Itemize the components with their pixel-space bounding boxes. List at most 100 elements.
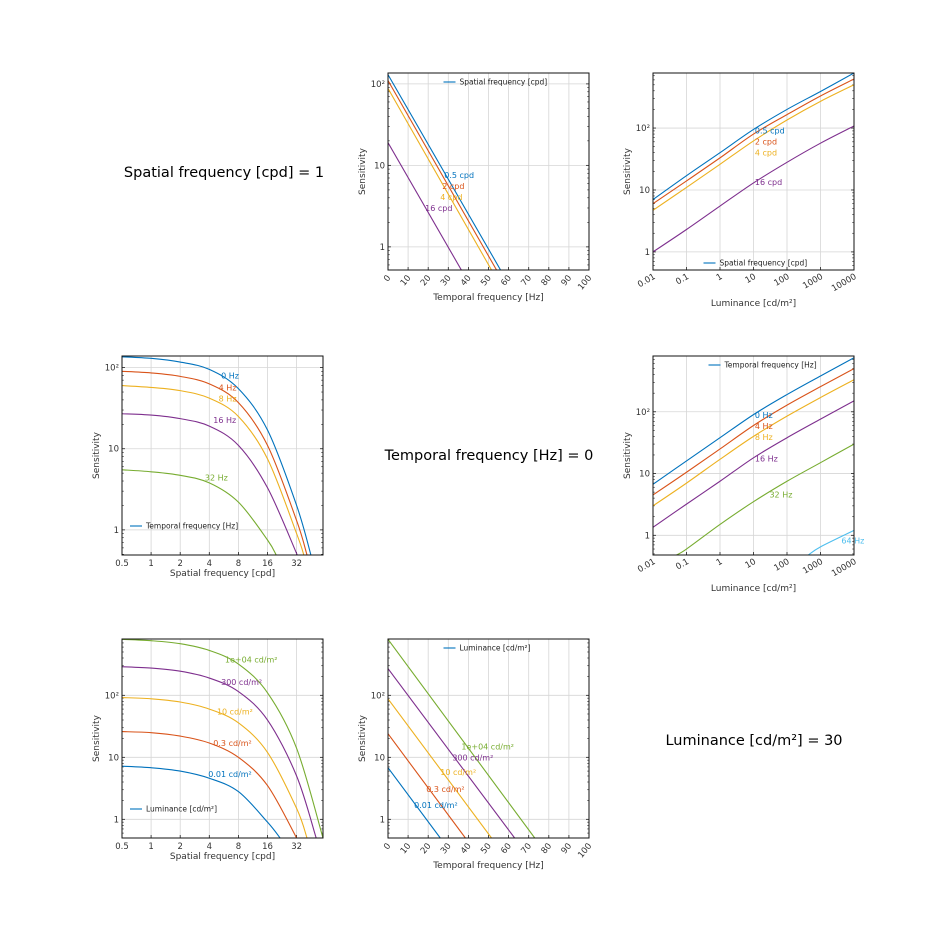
x-tick-label: 0.01 [636,557,657,575]
y-tick-label: 10² [371,691,385,701]
x-tick-label: 0.1 [674,557,691,572]
x-tick-label: 0 [382,842,393,853]
series-line-16-Hz [122,413,298,555]
x-axis-label: Luminance [cd/m²] [711,584,796,594]
legend-label: Luminance [cd/m²] [146,805,217,814]
series-line-300-cd-m- [122,666,317,838]
fixed-spatial-frequency-text: Spatial frequency [cpd] = 1 [123,165,325,181]
x-tick-label: 4 [207,559,212,569]
series-label: 0.3 cd/m² [426,785,464,794]
series-line-300-cd-m- [388,668,516,838]
x-tick-label: 1000 [801,557,825,576]
x-tick-label: 30 [439,274,454,289]
x-tick-label: 0.5 [115,559,129,569]
legend-label: Spatial frequency [cpd] [720,259,808,268]
series-label: 10 cd/m² [440,768,476,777]
x-tick-label: 0.01 [636,272,657,290]
x-tick-label: 0.1 [674,272,691,287]
x-tick-label: 100 [772,272,791,289]
y-axis-label: Sensitivity [92,431,102,479]
series-line-8-Hz [653,379,854,507]
series-line-0-5-cpd [653,73,854,201]
x-axis-label: Spatial frequency [cpd] [170,852,275,862]
series-label: 4 Hz [219,383,237,392]
series-label: 1e+04 cd/m² [225,655,278,664]
y-axis-label: Sensitivity [358,714,368,762]
x-tick-label: 50 [479,274,494,289]
series-label: 4 Hz [755,422,773,431]
series-line-0-01-cd-m- [388,767,441,838]
series-line-4-cpd [388,88,492,270]
x-tick-label: 1 [715,557,725,568]
x-tick-label: 90 [560,842,575,857]
y-tick-label: 10² [105,691,119,701]
y-tick-label: 10 [374,161,385,171]
x-tick-label: 0 [382,274,393,285]
y-tick-label: 1 [114,815,119,825]
series-label: 1e+04 cd/m² [461,742,514,751]
series-line-0-3-cd-m- [122,731,298,838]
fixed-temporal-frequency-text: Temporal frequency [Hz] = 0 [384,448,594,464]
series-line-64-Hz [807,529,854,555]
series-label: 4 cpd [755,148,777,157]
series-line-16-Hz [653,400,854,528]
chart-1: 0 10 20 30 40 50 60 70 80 90 100 1 10 10² 0.5 cpd 2 cpd… [358,72,594,303]
series-label: 0.5 cpd [444,171,474,180]
legend-label: Temporal frequency [Hz] [724,361,817,370]
series-line-16-cpd [653,125,854,253]
x-tick-label: 10000 [830,557,858,579]
series-group [653,357,854,555]
series-line-2-cpd [388,80,498,270]
series-label: 300 cd/m² [452,753,493,762]
series-label: 0.5 cpd [755,126,785,135]
x-tick-label: 32 [291,842,302,852]
y-axis-label: Sensitivity [623,431,633,479]
series-label: 16 Hz [755,455,778,464]
series-label: 16 cpd [755,178,782,187]
y-axis-label: Sensitivity [623,147,633,195]
series-line-32-Hz [122,469,277,555]
series-line-4-Hz [653,368,854,496]
x-tick-label: 10 [744,272,758,286]
x-tick-label: 2 [177,559,182,569]
series-line-1e-04-cd-m- [388,639,536,838]
series-label: 10 cd/m² [217,707,253,716]
y-axis-label: Sensitivity [358,147,368,195]
x-tick-label: 16 [262,842,273,852]
series-label: 4 cpd [440,193,462,202]
y-tick-label: 10 [108,445,119,455]
legend-label: Temporal frequency [Hz] [145,522,238,531]
series-label: 32 Hz [769,490,792,499]
series-group [122,356,312,555]
series-label: 2 cpd [442,182,464,191]
series-line-16-cpd [388,142,462,270]
y-tick-label: 10 [639,186,650,196]
series-line-10-cd-m- [122,697,308,838]
fixed-luminance-text: Luminance [cd/m²] = 30 [665,733,843,749]
y-tick-label: 1 [380,243,385,253]
series-label: 8 Hz [219,394,237,403]
x-tick-label: 40 [459,274,474,289]
series-line-0-3-cd-m- [388,733,466,838]
x-tick-label: 20 [419,274,434,289]
y-tick-label: 10 [374,753,385,763]
x-tick-label: 70 [519,842,534,857]
plot-frame [121,638,324,839]
plot-frame [652,72,855,271]
x-tick-label: 40 [459,842,474,857]
series-group [388,639,536,838]
x-tick-label: 4 [207,842,212,852]
x-tick-label: 60 [499,274,514,289]
x-tick-label: 10 [399,274,414,289]
series-label: 16 cpd [425,204,452,213]
chart-6: 0 10 20 30 40 50 60 70 80 90 100 1 10 10² 1e+04 cd/m² 3… [358,638,594,871]
series-label: 0 Hz [221,371,239,380]
y-tick-label: 10² [636,124,650,134]
plot-frame [121,355,324,556]
y-tick-label: 10² [105,364,119,374]
series-label: 0.01 cd/m² [414,801,458,810]
x-tick-label: 1 [148,842,153,852]
x-tick-label: 8 [236,559,241,569]
x-tick-label: 70 [519,274,534,289]
series-label: 16 Hz [213,416,236,425]
